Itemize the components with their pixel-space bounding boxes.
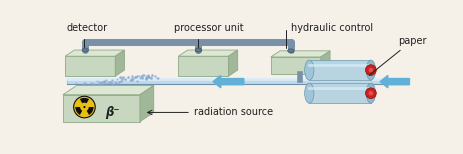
Ellipse shape (195, 48, 201, 52)
Wedge shape (87, 107, 94, 115)
Text: hydraulic control: hydraulic control (286, 23, 374, 48)
Polygon shape (115, 50, 125, 76)
Ellipse shape (195, 48, 201, 52)
Polygon shape (140, 85, 154, 122)
Polygon shape (63, 95, 140, 122)
Text: processor unit: processor unit (175, 23, 244, 47)
Polygon shape (65, 56, 115, 76)
Circle shape (365, 88, 376, 99)
Ellipse shape (305, 60, 314, 80)
Ellipse shape (366, 60, 375, 80)
Circle shape (82, 105, 87, 109)
Ellipse shape (305, 83, 314, 103)
Ellipse shape (82, 48, 88, 52)
Polygon shape (271, 51, 330, 57)
Circle shape (369, 91, 373, 95)
Text: radiation source: radiation source (148, 107, 273, 117)
Polygon shape (67, 79, 409, 84)
Polygon shape (321, 51, 330, 74)
Text: paper: paper (369, 36, 426, 75)
Polygon shape (309, 60, 371, 80)
Ellipse shape (288, 49, 294, 53)
Polygon shape (178, 50, 238, 56)
Polygon shape (228, 50, 238, 76)
Polygon shape (309, 83, 371, 103)
FancyArrow shape (213, 75, 244, 88)
Circle shape (74, 96, 95, 118)
Polygon shape (65, 50, 125, 56)
Circle shape (365, 65, 376, 75)
Polygon shape (63, 85, 154, 95)
Circle shape (369, 68, 373, 72)
Ellipse shape (366, 83, 375, 103)
Polygon shape (178, 56, 228, 76)
Circle shape (83, 106, 86, 108)
Text: detector: detector (67, 23, 108, 47)
Text: β⁻: β⁻ (106, 106, 120, 119)
Wedge shape (75, 107, 82, 115)
Wedge shape (80, 98, 89, 103)
FancyArrow shape (380, 75, 409, 88)
Polygon shape (271, 57, 321, 74)
